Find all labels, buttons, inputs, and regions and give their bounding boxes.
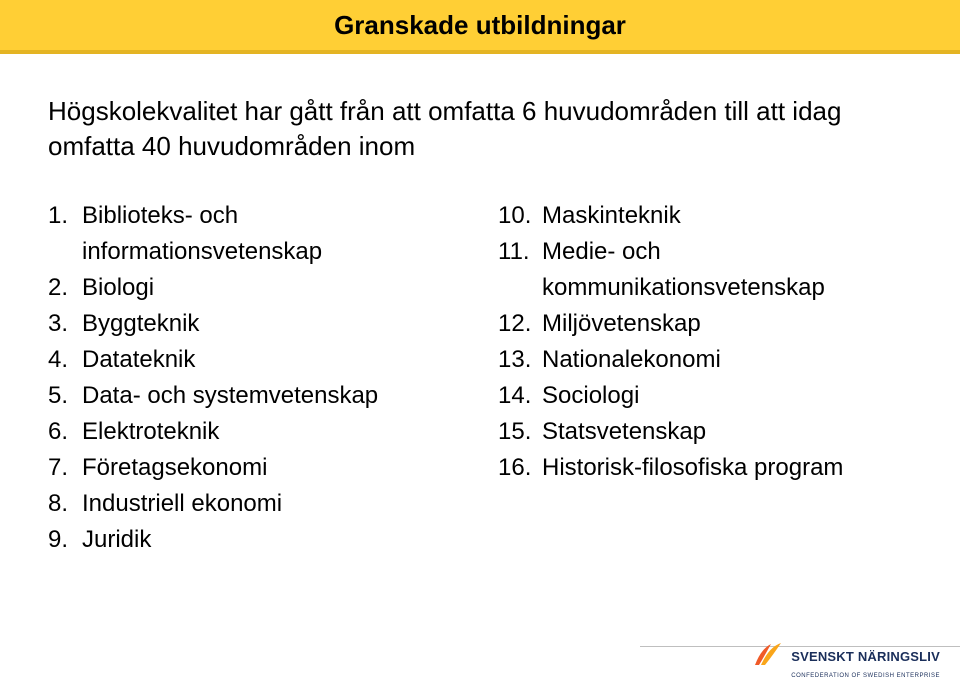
list-item: 5.Data- och systemvetenskap: [48, 378, 462, 414]
list-item: 13.Nationalekonomi: [498, 342, 912, 378]
logo: SVENSKT NÄRINGSLIV CONFEDERATION OF SWED…: [753, 641, 940, 679]
logo-row: SVENSKT NÄRINGSLIV: [753, 641, 940, 672]
list-item: 8.Industriell ekonomi: [48, 486, 462, 522]
item-number: 15.: [498, 414, 542, 450]
list-item: 2.Biologi: [48, 270, 462, 306]
item-number: 13.: [498, 342, 542, 378]
item-number: 3.: [48, 306, 82, 342]
item-text: Historisk-filosofiska program: [542, 450, 912, 486]
list-item: 12.Miljövetenskap: [498, 306, 912, 342]
logo-mark-icon: [753, 641, 783, 672]
item-text: Byggteknik: [82, 306, 462, 342]
item-number: 7.: [48, 450, 82, 486]
item-number: 16.: [498, 450, 542, 486]
item-number: 5.: [48, 378, 82, 414]
item-number: 10.: [498, 198, 542, 234]
list-item: 9.Juridik: [48, 522, 462, 558]
list-item: 1.Biblioteks- och informationsvetenskap: [48, 198, 462, 270]
list-item: 11.Medie- och kommunikationsvetenskap: [498, 234, 912, 306]
item-text: Företagsekonomi: [82, 450, 462, 486]
item-text: Sociologi: [542, 378, 912, 414]
item-text: Datateknik: [82, 342, 462, 378]
right-column: 10.Maskinteknik11.Medie- och kommunikati…: [498, 198, 912, 558]
item-number: 6.: [48, 414, 82, 450]
list-item: 7.Företagsekonomi: [48, 450, 462, 486]
item-number: 11.: [498, 234, 542, 306]
item-number: 14.: [498, 378, 542, 414]
item-text: Industriell ekonomi: [82, 486, 462, 522]
logo-text: SVENSKT NÄRINGSLIV: [791, 649, 940, 664]
list-item: 3.Byggteknik: [48, 306, 462, 342]
logo-subtext: CONFEDERATION OF SWEDISH ENTERPRISE: [791, 673, 940, 679]
item-text: Biologi: [82, 270, 462, 306]
list-item: 10.Maskinteknik: [498, 198, 912, 234]
item-text: Miljövetenskap: [542, 306, 912, 342]
list-item: 15.Statsvetenskap: [498, 414, 912, 450]
item-number: 12.: [498, 306, 542, 342]
columns: 1.Biblioteks- och informationsvetenskap2…: [48, 198, 912, 558]
intro-text: Högskolekvalitet har gått från att omfat…: [48, 94, 912, 164]
item-text: Elektroteknik: [82, 414, 462, 450]
item-number: 4.: [48, 342, 82, 378]
slide: Granskade utbildningar Högskolekvalitet …: [0, 0, 960, 693]
item-number: 2.: [48, 270, 82, 306]
item-text: Medie- och kommunikationsvetenskap: [542, 234, 912, 306]
item-number: 1.: [48, 198, 82, 270]
left-column: 1.Biblioteks- och informationsvetenskap2…: [48, 198, 462, 558]
title-bar: Granskade utbildningar: [0, 0, 960, 54]
item-text: Juridik: [82, 522, 462, 558]
slide-title: Granskade utbildningar: [334, 10, 626, 41]
content-area: Högskolekvalitet har gått från att omfat…: [0, 54, 960, 558]
item-text: Data- och systemvetenskap: [82, 378, 462, 414]
item-number: 8.: [48, 486, 82, 522]
item-text: Nationalekonomi: [542, 342, 912, 378]
list-item: 16.Historisk-filosofiska program: [498, 450, 912, 486]
list-item: 6.Elektroteknik: [48, 414, 462, 450]
list-item: 4.Datateknik: [48, 342, 462, 378]
item-text: Statsvetenskap: [542, 414, 912, 450]
item-text: Biblioteks- och informationsvetenskap: [82, 198, 462, 270]
list-item: 14.Sociologi: [498, 378, 912, 414]
item-number: 9.: [48, 522, 82, 558]
item-text: Maskinteknik: [542, 198, 912, 234]
